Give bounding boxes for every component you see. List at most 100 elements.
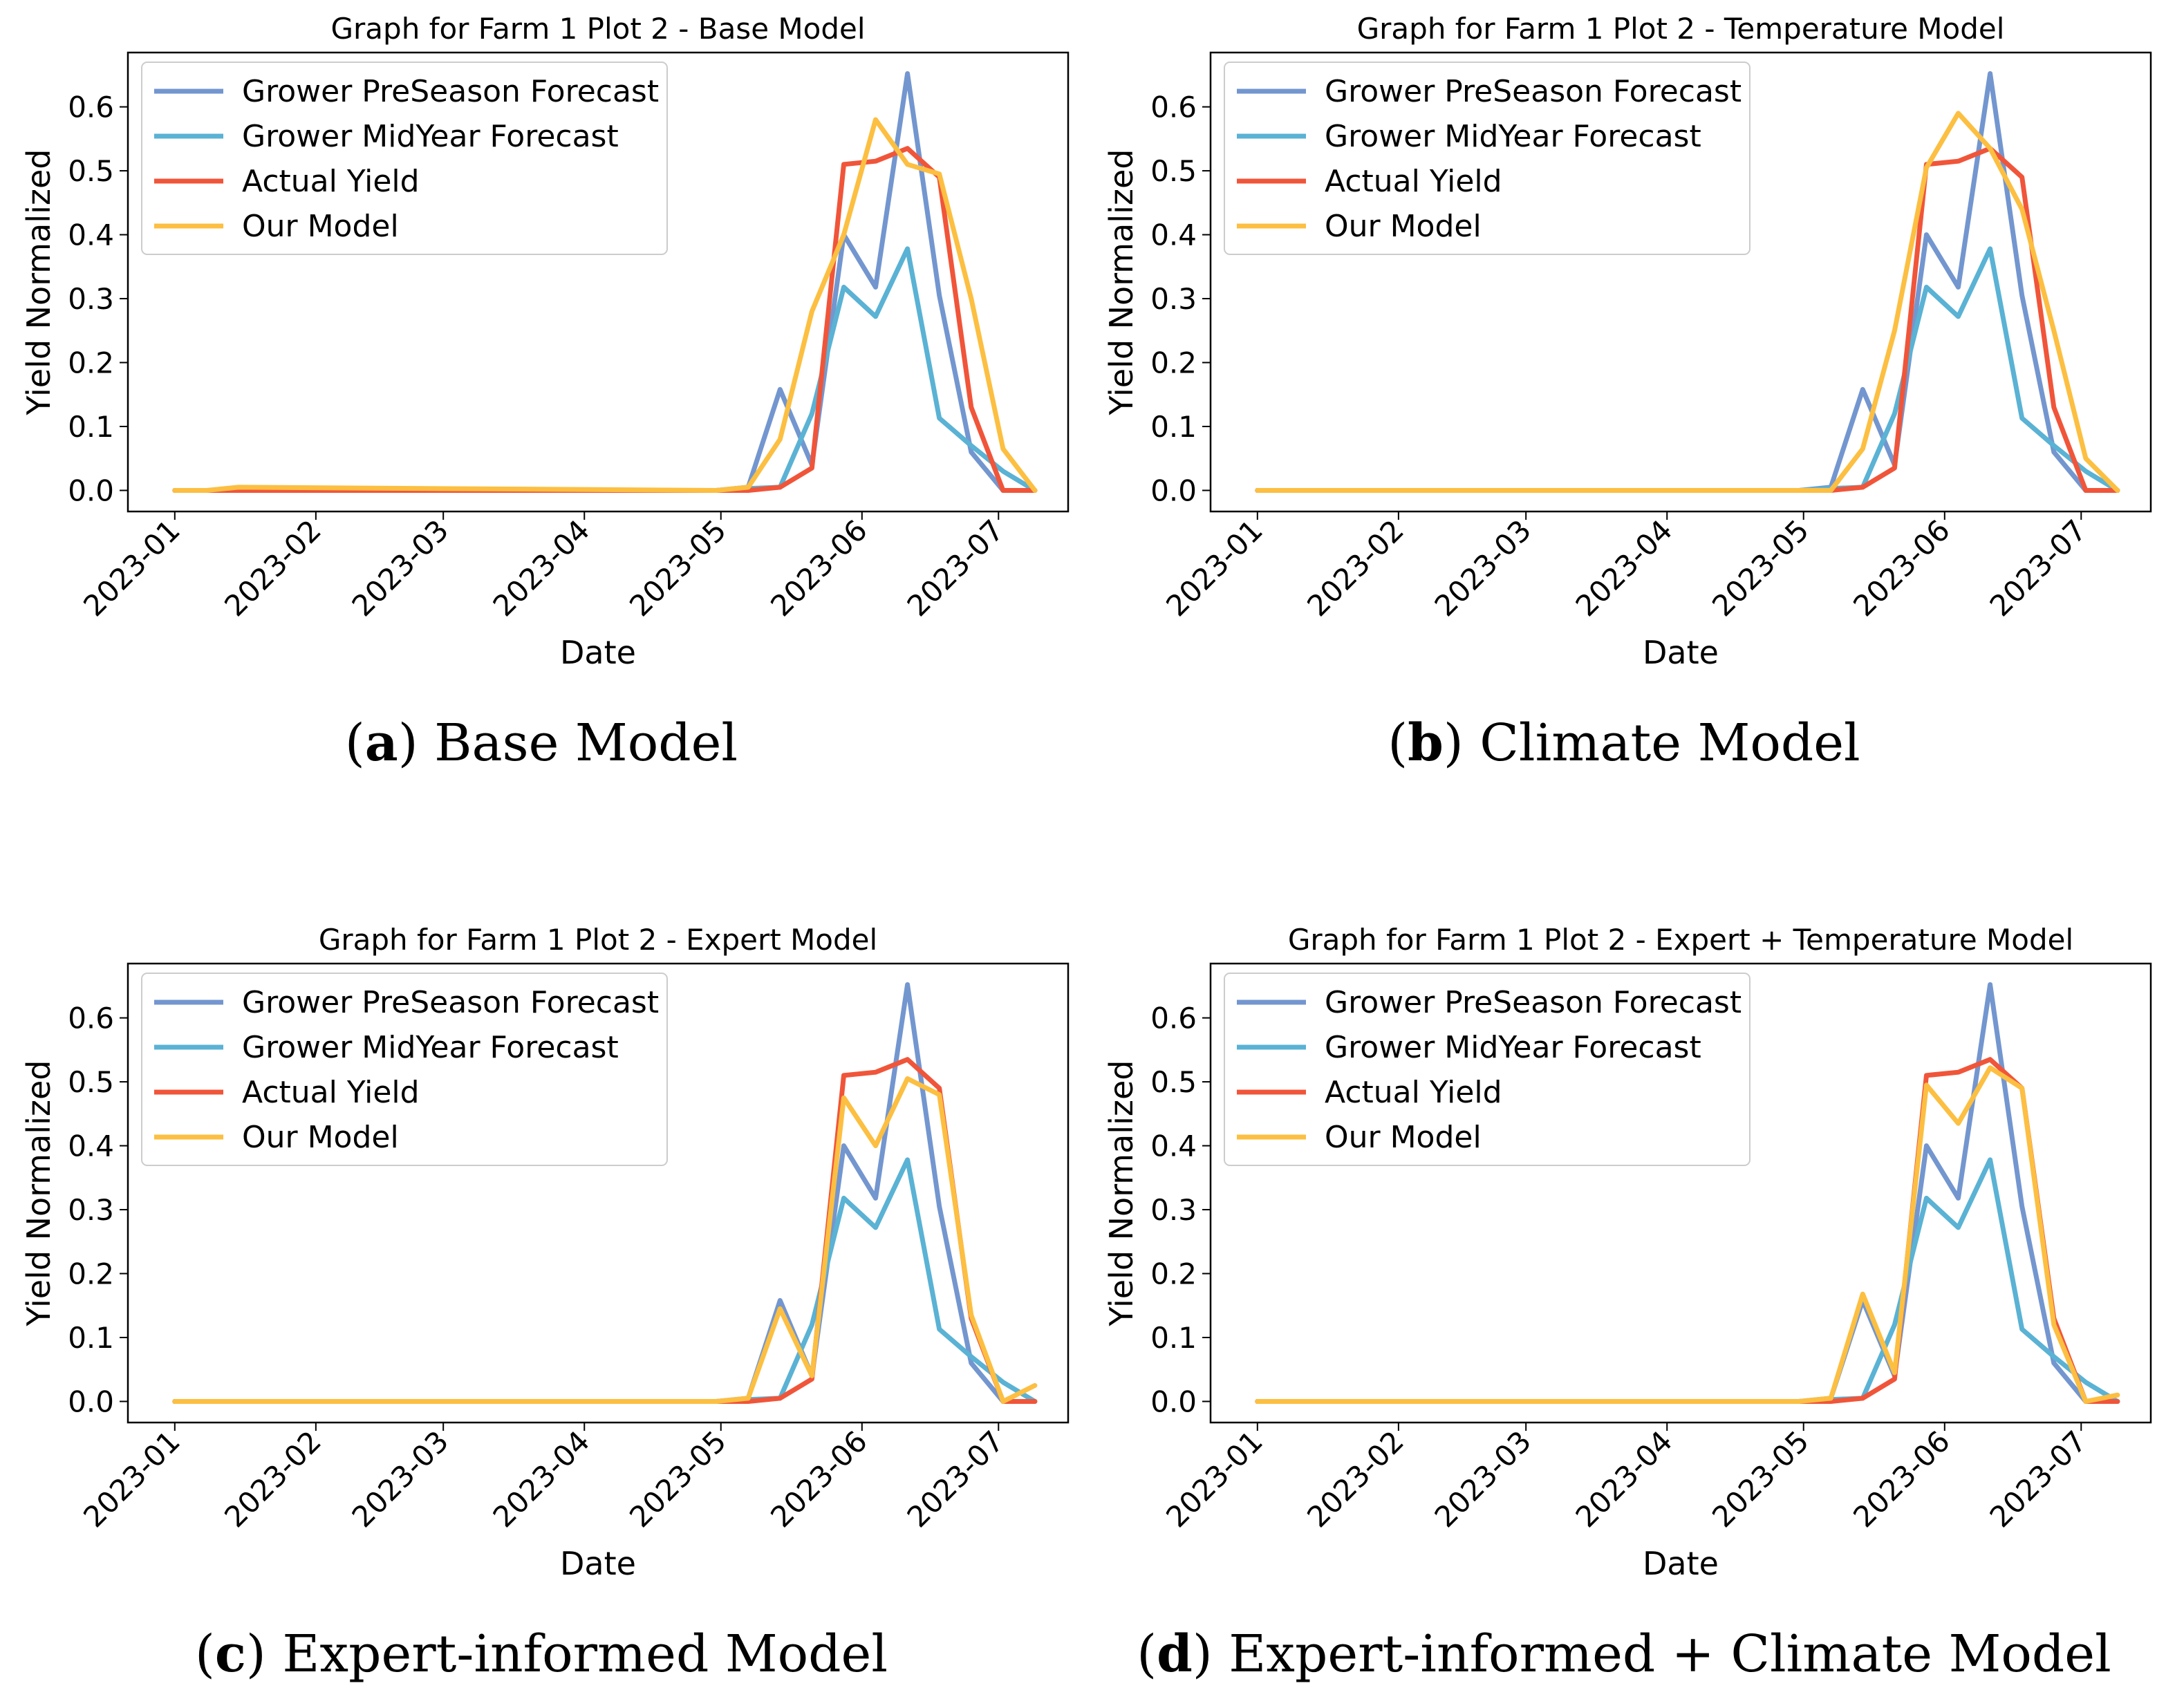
y-tick-label: 0.0 <box>68 473 114 507</box>
legend-box <box>141 973 668 1166</box>
legend-label-3: Our Model <box>1325 209 1482 244</box>
x-tick-label: 2023-01 <box>1159 513 1269 623</box>
y-tick-label: 0.5 <box>1150 154 1197 188</box>
series-line-2 <box>172 146 1038 493</box>
axes-frame <box>127 51 1070 513</box>
legend-label-2: Actual Yield <box>242 164 420 199</box>
legend-label-1: Grower MidYear Forecast <box>242 1030 619 1065</box>
y-tick-label: 0.5 <box>68 1065 114 1099</box>
y-tick-label: 0.1 <box>1150 1321 1197 1355</box>
x-tick-label: 2023-04 <box>487 513 597 623</box>
y-tick-label: 0.3 <box>1150 1193 1197 1227</box>
y-tick-label: 0.6 <box>1150 91 1197 124</box>
x-tick-label: 2023-02 <box>1300 513 1410 623</box>
x-tick-label: 2023-06 <box>764 1424 874 1534</box>
x-tick-label: 2023-03 <box>346 1424 456 1534</box>
x-axis-label: Date <box>1643 1545 1719 1582</box>
y-axis-label: Yield Normalized <box>1103 1060 1140 1326</box>
x-axis-label: Date <box>560 1545 636 1582</box>
x-tick-label: 2023-07 <box>901 1424 1011 1534</box>
caption-c: (c) Expert-informed Model <box>194 1624 888 1684</box>
y-tick-label: 0.5 <box>1150 1065 1197 1099</box>
series-line-3 <box>172 117 1038 493</box>
y-tick-label: 0.6 <box>1150 1002 1197 1035</box>
x-tick-label: 2023-06 <box>1847 513 1957 623</box>
x-axis-label: Date <box>560 634 636 671</box>
x-tick-label: 2023-07 <box>1983 513 2093 623</box>
legend-label-1: Grower MidYear Forecast <box>1325 1030 1701 1065</box>
y-tick-label: 0.5 <box>68 154 114 188</box>
legend-box <box>1224 62 1750 255</box>
y-tick-label: 0.6 <box>68 91 114 124</box>
x-tick-label: 2023-01 <box>77 513 187 623</box>
y-tick-label: 0.6 <box>68 1002 114 1035</box>
y-tick-label: 0.0 <box>68 1385 114 1418</box>
axes-frame <box>127 962 1070 1424</box>
legend-label-0: Grower PreSeason Forecast <box>1325 985 1742 1020</box>
x-tick-label: 2023-04 <box>1569 1424 1679 1534</box>
axes-frame <box>1209 51 2152 513</box>
x-tick-label: 2023-04 <box>487 1424 597 1534</box>
legend-label-2: Actual Yield <box>242 1075 420 1110</box>
axes-frame <box>1209 962 2152 1424</box>
legend-label-2: Actual Yield <box>1325 1075 1502 1110</box>
legend-label-3: Our Model <box>242 1120 399 1155</box>
series-line-3 <box>1255 1065 2120 1404</box>
x-tick-label: 2023-02 <box>1300 1424 1410 1534</box>
y-axis-label: Yield Normalized <box>1103 149 1140 415</box>
x-tick-label: 2023-03 <box>1428 513 1538 623</box>
chart-title: Graph for Farm 1 Plot 2 - Expert + Tempe… <box>1288 923 2073 957</box>
x-tick-label: 2023-06 <box>1847 1424 1957 1534</box>
x-tick-label: 2023-02 <box>218 1424 328 1534</box>
chart-base-model: Graph for Farm 1 Plot 2 - Base Model 0.0 0… <box>20 12 1070 671</box>
y-tick-label: 0.2 <box>1150 1257 1197 1291</box>
chart-title: Graph for Farm 1 Plot 2 - Expert Model <box>319 923 877 957</box>
y-tick-label: 0.4 <box>68 218 114 252</box>
series-line-3 <box>1255 111 2120 493</box>
y-tick-label: 0.2 <box>68 346 114 380</box>
y-tick-label: 0.0 <box>1150 1385 1197 1418</box>
series-line-1 <box>172 1157 1038 1404</box>
x-tick-label: 2023-01 <box>77 1424 187 1534</box>
x-tick-label: 2023-04 <box>1569 513 1679 623</box>
y-tick-label: 0.4 <box>68 1129 114 1163</box>
chart-title: Graph for Farm 1 Plot 2 - Base Model <box>330 12 865 46</box>
x-axis-label: Date <box>1643 634 1719 671</box>
y-tick-label: 0.1 <box>68 1321 114 1355</box>
y-tick-label: 0.4 <box>1150 1129 1197 1163</box>
x-tick-label: 2023-01 <box>1159 1424 1269 1534</box>
legend-label-3: Our Model <box>1325 1120 1482 1155</box>
chart-expert-temperature-model: Graph for Farm 1 Plot 2 - Expert + Tempe… <box>1103 923 2152 1582</box>
x-tick-label: 2023-05 <box>1706 513 1815 623</box>
y-tick-label: 0.4 <box>1150 218 1197 252</box>
y-tick-label: 0.3 <box>68 282 114 316</box>
y-tick-label: 0.1 <box>68 410 114 444</box>
y-tick-label: 0.0 <box>1150 473 1197 507</box>
legend-label-2: Actual Yield <box>1325 164 1502 199</box>
y-tick-label: 0.3 <box>1150 282 1197 316</box>
series-line-1 <box>172 246 1038 493</box>
chart-title: Graph for Farm 1 Plot 2 - Temperature Mo… <box>1357 12 2005 46</box>
x-tick-label: 2023-03 <box>346 513 456 623</box>
legend-label-0: Grower PreSeason Forecast <box>1325 74 1742 109</box>
legend-label-1: Grower MidYear Forecast <box>242 119 619 154</box>
x-tick-label: 2023-07 <box>901 513 1011 623</box>
y-axis-label: Yield Normalized <box>20 149 57 415</box>
legend-box <box>141 62 668 255</box>
x-tick-label: 2023-02 <box>218 513 328 623</box>
y-tick-label: 0.3 <box>68 1193 114 1227</box>
x-tick-label: 2023-05 <box>623 1424 733 1534</box>
caption-d: (d) Expert-informed + Climate Model <box>1137 1624 2111 1684</box>
caption-b: (b) Climate Model <box>1388 713 1860 773</box>
chart-expert-model: Graph for Farm 1 Plot 2 - Expert Model 0.… <box>20 923 1070 1582</box>
caption-a: (a) Base Model <box>344 713 738 773</box>
series-line-3 <box>172 1076 1038 1404</box>
chart-temperature-model: Graph for Farm 1 Plot 2 - Temperature Mo… <box>1103 12 2152 671</box>
y-tick-label: 0.2 <box>68 1257 114 1291</box>
y-tick-label: 0.2 <box>1150 346 1197 380</box>
x-tick-label: 2023-07 <box>1983 1424 2093 1534</box>
legend-label-0: Grower PreSeason Forecast <box>242 74 659 109</box>
legend-box <box>1224 973 1750 1166</box>
x-tick-label: 2023-06 <box>764 513 874 623</box>
legend-label-3: Our Model <box>242 209 399 244</box>
